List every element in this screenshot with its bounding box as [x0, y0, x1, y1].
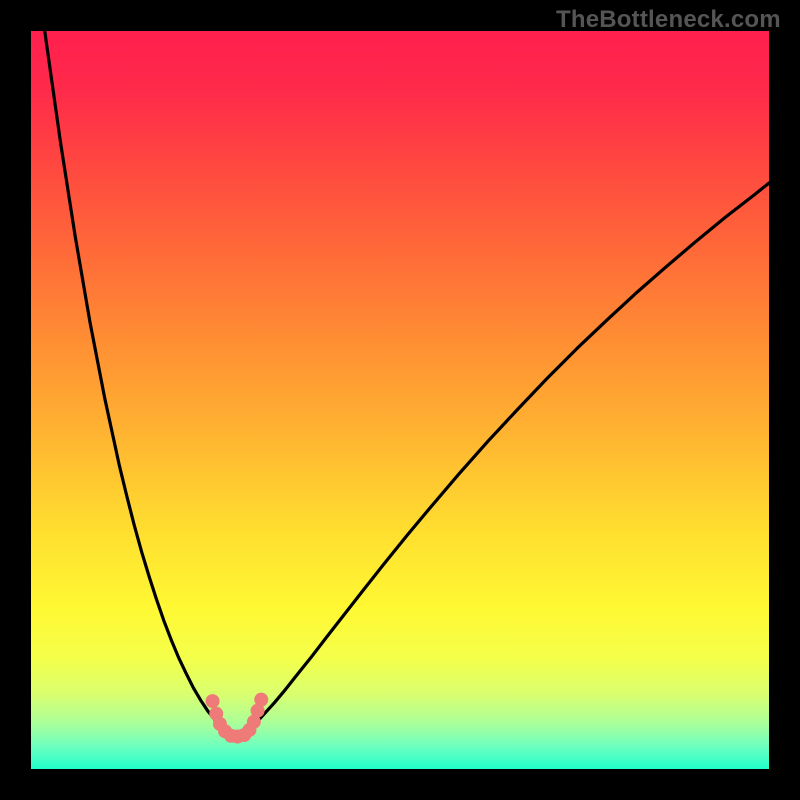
marker-dot: [254, 693, 268, 707]
marker-dot: [206, 694, 220, 708]
watermark-text: TheBottleneck.com: [556, 6, 781, 34]
bottleneck-curve: [31, 31, 769, 735]
curve-layer: [31, 31, 769, 769]
plot-area: [31, 31, 769, 769]
